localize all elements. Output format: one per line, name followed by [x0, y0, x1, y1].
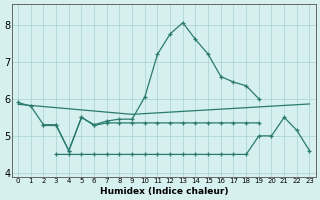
X-axis label: Humidex (Indice chaleur): Humidex (Indice chaleur) [100, 187, 228, 196]
